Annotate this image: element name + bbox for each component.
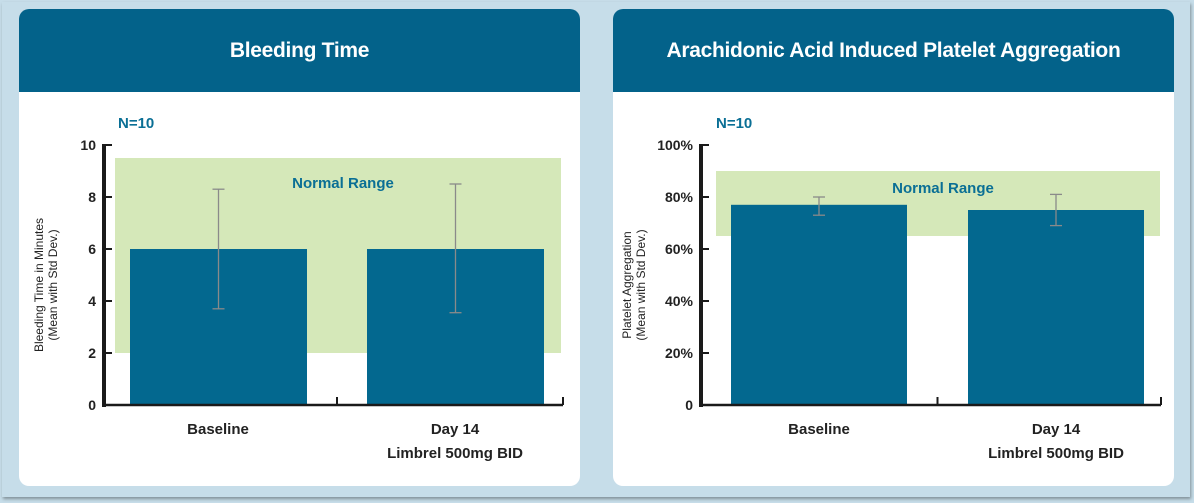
category-label: Day 14 (431, 421, 480, 438)
y-tick-label: 8 (88, 189, 96, 205)
platelet-aggregation-chart: N=10 Normal Range Baseline Day 14 Limbrel 50… (620, 115, 1162, 462)
bar-day-14 (968, 210, 1144, 405)
y-tick-label: 80% (665, 189, 694, 205)
y-tick-label: 2 (88, 345, 96, 361)
bleeding-time-chart: N=10 Normal Range Baseline Day 14 Limbrel 50… (32, 115, 564, 462)
y-tick-label: 100% (657, 137, 693, 153)
normal-range-label: Normal Range (292, 175, 394, 192)
bar-baseline (731, 204, 907, 405)
y-tick-label: 20% (665, 345, 694, 361)
y-tick-label: 60% (665, 241, 694, 257)
panel-title: Arachidonic Acid Induced Platelet Aggreg… (613, 9, 1174, 92)
bleeding-time-panel: Bleeding Time N=10 Normal Range Baseline Da… (19, 9, 580, 486)
y-axis-label: Bleeding Time in Minutes (32, 218, 46, 352)
platelet-aggregation-panel: Arachidonic Acid Induced Platelet Aggreg… (613, 9, 1174, 486)
panel-title: Bleeding Time (19, 9, 580, 92)
sample-size-label: N=10 (716, 115, 752, 132)
y-axis-sublabel: (Mean with Std Dev.) (46, 229, 60, 340)
y-tick-label: 10 (80, 137, 96, 153)
category-label: Day 14 (1032, 421, 1081, 438)
category-sublabel: Limbrel 500mg BID (988, 445, 1124, 462)
y-tick-label: 0 (685, 397, 693, 413)
category-sublabel: Limbrel 500mg BID (387, 445, 523, 462)
category-label: Baseline (187, 421, 249, 438)
y-tick-label: 40% (665, 293, 694, 309)
y-axis-sublabel: (Mean with Std Dev.) (634, 229, 648, 340)
y-tick-label: 0 (88, 397, 96, 413)
y-tick-label: 4 (88, 293, 96, 309)
category-label: Baseline (788, 421, 850, 438)
y-tick-label: 6 (88, 241, 96, 257)
y-axis-label: Platelet Aggregation (620, 231, 634, 338)
normal-range-label: Normal Range (892, 180, 994, 197)
sample-size-label: N=10 (118, 115, 154, 132)
